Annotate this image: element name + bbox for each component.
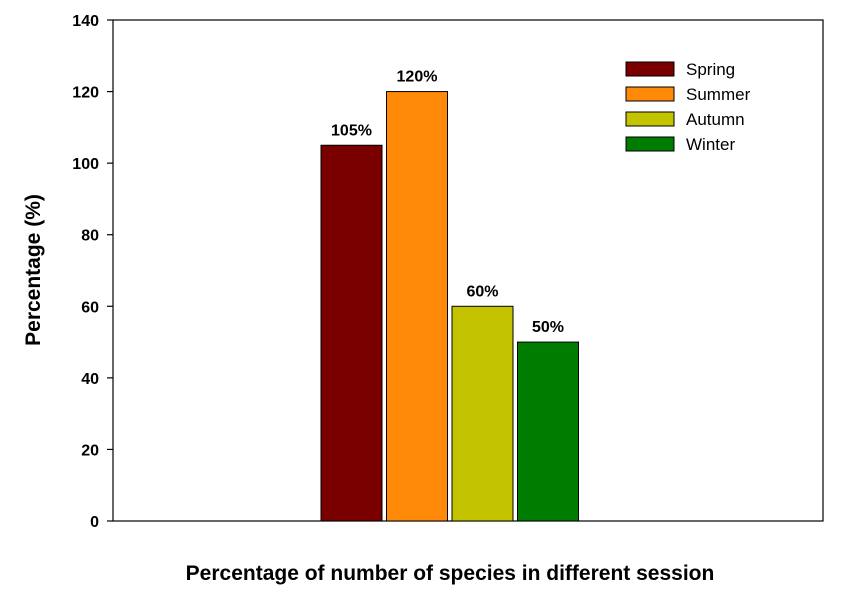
bars [320, 91, 579, 522]
data-label-winter: 50% [532, 319, 564, 336]
legend-label-spring: Spring [686, 60, 735, 79]
bar-winter [517, 341, 579, 522]
legend-swatch-spring [625, 61, 675, 77]
legend-swatch-winter [625, 136, 675, 152]
y-axis: 0 20 40 60 80 100 120 140 [72, 13, 113, 531]
y-tick-label: 40 [81, 371, 99, 388]
legend: Spring Summer Autumn Winter [625, 60, 751, 154]
legend-swatch-summer [625, 86, 675, 102]
legend-label-winter: Winter [686, 135, 735, 154]
y-axis-title: Percentage (%) [22, 194, 45, 346]
y-tick-label: 140 [72, 13, 99, 30]
y-tick-label: 0 [90, 514, 99, 531]
x-axis-title: Percentage of number of species in diffe… [186, 562, 715, 585]
legend-label-autumn: Autumn [686, 110, 745, 129]
y-tick-label: 120 [72, 85, 99, 102]
legend-swatch-autumn [625, 111, 675, 127]
bar-spring [320, 144, 383, 522]
data-label-spring: 105% [331, 122, 372, 139]
y-tick-label: 60 [81, 299, 99, 316]
y-tick-label: 80 [81, 228, 99, 245]
data-label-summer: 120% [397, 69, 438, 86]
data-label-autumn: 60% [466, 283, 498, 300]
bar-autumn [451, 305, 514, 522]
bar-labels: 105% 120% 60% 50% [331, 69, 564, 337]
legend-label-summer: Summer [686, 85, 751, 104]
y-tick-label: 100 [72, 156, 99, 173]
y-tick-label: 20 [81, 442, 99, 459]
bar-summer [386, 91, 448, 522]
